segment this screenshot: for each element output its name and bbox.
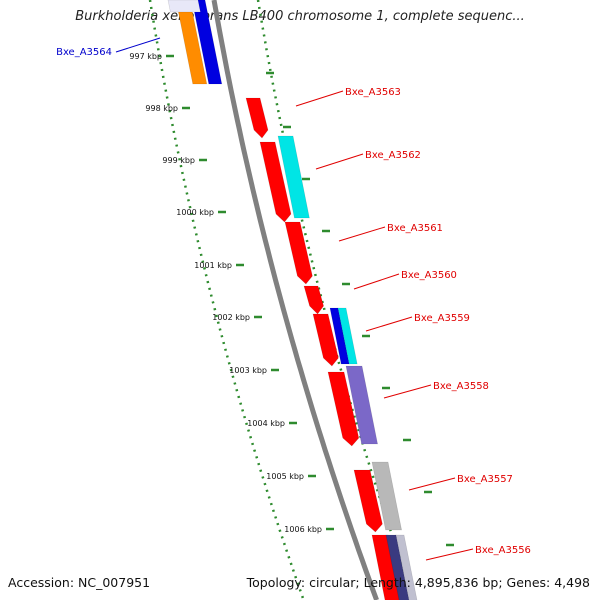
gene-leader-line xyxy=(295,90,344,107)
gene-label[interactable]: Bxe_A3561 xyxy=(387,223,443,234)
gene-label[interactable]: Bxe_A3560 xyxy=(401,270,457,281)
gene-label[interactable]: Bxe_A3558 xyxy=(433,381,489,392)
gene-label[interactable]: Bxe_A3559 xyxy=(414,313,470,324)
feature-track xyxy=(167,0,418,600)
feature-cyan-3562 xyxy=(277,135,310,219)
feature-orange xyxy=(175,0,208,85)
cds-bxe-a3558 xyxy=(327,371,360,447)
tick-label: 999 kbp xyxy=(162,156,195,165)
gene-leader-line xyxy=(338,226,386,242)
gene-leader-line xyxy=(383,384,432,399)
kbp-ticks: 997 kbp 998 kbp 999 kbp 1000 kbp 1001 kbp 100… xyxy=(129,52,454,547)
gene-labels: Bxe_A3564 Bxe_A3563 Bxe_A3562 Bxe_A3561 Bxe_… xyxy=(56,37,531,561)
topology-summary: Topology: circular; Length: 4,895,836 bp… xyxy=(246,575,590,590)
tick-label: 1006 kbp xyxy=(284,525,322,534)
cds-bxe-a3557 xyxy=(353,469,383,533)
tick-label: 997 kbp xyxy=(129,52,162,61)
tick-label: 1003 kbp xyxy=(229,366,267,375)
backbone-line xyxy=(211,0,379,600)
feature-cyan-3559 xyxy=(337,307,358,365)
cds-bxe-a3563 xyxy=(245,97,269,139)
gene-label[interactable]: Bxe_A3556 xyxy=(475,545,531,556)
tick-label: 1000 kbp xyxy=(176,208,214,217)
cds-bxe-a3562 xyxy=(259,141,292,223)
gene-label[interactable]: Bxe_A3563 xyxy=(345,87,401,98)
cds-bxe-a3559 xyxy=(312,313,339,367)
tick-label: 1005 kbp xyxy=(266,472,304,481)
tick-label: 998 kbp xyxy=(145,104,178,113)
backbone-strand xyxy=(211,0,379,600)
gene-label[interactable]: Bxe_A3557 xyxy=(457,474,513,485)
feature-purple-3558 xyxy=(345,365,378,445)
gene-leader-line xyxy=(115,37,161,53)
feature-grey-3557 xyxy=(371,461,402,531)
gene-leader-line xyxy=(353,273,400,290)
tick-label: 1004 kbp xyxy=(247,419,285,428)
accession-text: Accession: NC_007951 xyxy=(8,575,151,590)
gene-label[interactable]: Bxe_A3564 xyxy=(56,47,112,58)
cds-bxe-a3560 xyxy=(303,285,324,315)
feature-white-band xyxy=(167,0,201,13)
gene-label[interactable]: Bxe_A3562 xyxy=(365,150,421,161)
gene-leader-line xyxy=(315,153,364,170)
tick-label: 1001 kbp xyxy=(194,261,232,270)
gene-leader-line xyxy=(425,548,474,561)
gene-leader-line xyxy=(365,316,413,332)
feature-blue xyxy=(191,0,223,85)
cds-bxe-a3556 xyxy=(371,534,402,600)
cds-bxe-a3561 xyxy=(284,221,313,285)
gene-leader-line xyxy=(408,477,456,491)
tick-label: 1002 kbp xyxy=(212,313,250,322)
feature-navy-3556 xyxy=(385,534,410,600)
feature-pale-3556 xyxy=(395,534,418,600)
